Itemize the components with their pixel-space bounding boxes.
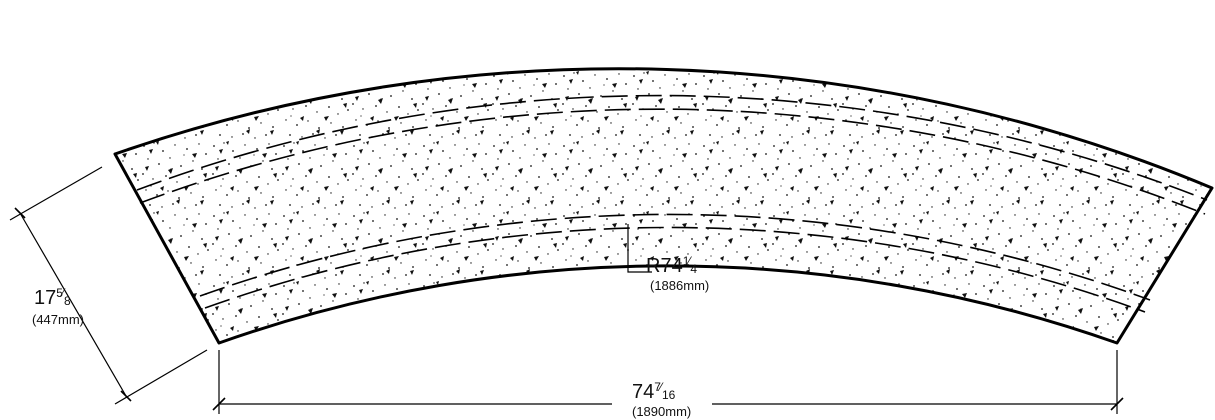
width-label-den: 16 (662, 388, 676, 402)
radius-label-den: 4 (690, 262, 697, 276)
rebar-line-lower-1 (199, 213, 1151, 301)
svg-text:175⁄8: 175⁄8 (34, 286, 71, 309)
rebar-line-upper-1 (136, 94, 1208, 201)
radius-leader (627, 224, 652, 273)
width-label-whole: 74 (632, 381, 654, 403)
svg-text:747⁄16: 747⁄16 (632, 380, 676, 403)
width-dimension (212, 350, 1124, 414)
depth-label-metric: (447mm) (32, 312, 84, 327)
radius-label: R741⁄4 (1886mm) (646, 254, 709, 293)
depth-label-whole: 17 (34, 287, 56, 309)
depth-dimension (9, 166, 208, 405)
slab-body (113, 67, 1214, 345)
width-label-metric: (1890mm) (632, 404, 691, 419)
radius-label-metric: (1886mm) (650, 278, 709, 293)
rebar-line-lower-2 (204, 226, 1146, 313)
svg-text:R741⁄4: R741⁄4 (646, 254, 697, 277)
depth-label: 175⁄8 (447mm) (32, 286, 84, 327)
radius-label-whole: 74 (660, 255, 682, 277)
width-label-num: 7 (654, 380, 661, 394)
radius-label-num: 1 (683, 254, 690, 268)
width-label: 747⁄16 (1890mm) (632, 380, 691, 419)
radius-label-prefix: R (646, 255, 660, 277)
rebar-line-upper-2 (139, 108, 1206, 215)
depth-label-den: 8 (64, 294, 71, 308)
depth-label-num: 5 (56, 286, 63, 300)
